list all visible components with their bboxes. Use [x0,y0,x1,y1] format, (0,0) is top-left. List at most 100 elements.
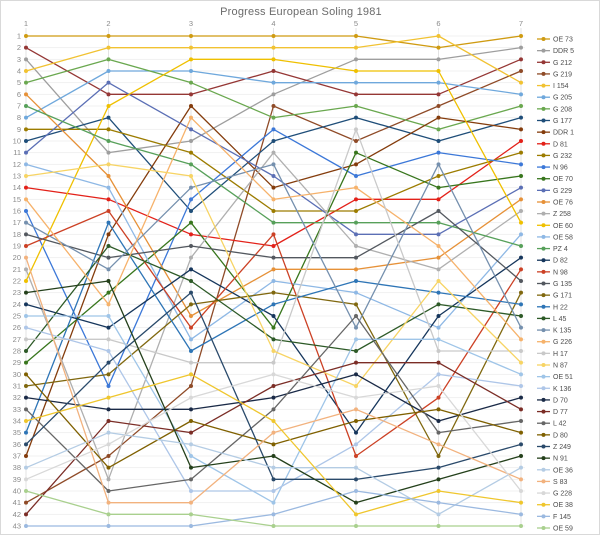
series-marker-OE-59 [106,512,111,517]
series-marker-I-154 [189,45,193,50]
series-marker-N-96 [106,384,111,388]
series-marker-OE-36 [354,465,358,470]
legend-swatch-marker [541,491,546,496]
series-marker-G-212 [24,45,28,50]
series-marker-N-96 [436,150,441,155]
legend-swatch-marker [541,316,546,321]
series-marker-F-145 [436,500,441,505]
series-marker-G-219 [519,69,523,73]
series-marker-D-82 [271,314,276,318]
series-marker-OE-38 [519,500,523,505]
y-tick-label: 3 [17,55,21,64]
legend-label: N 98 [553,269,568,276]
series-marker-G-226 [24,197,28,202]
legend-label: D 70 [553,397,568,404]
legend-swatch-marker [541,223,546,228]
y-tick-label: 6 [17,90,21,99]
legend-label: G 232 [553,153,572,160]
series-marker-OE-58 [354,290,358,295]
legend-item: G 228 [537,491,572,498]
series-marker-OE-51 [106,314,111,318]
legend-label: F 145 [553,514,571,521]
series-marker-G-219 [24,500,28,505]
series-marker-K-136 [189,489,193,493]
legend-item: D 81 [537,141,568,148]
series-marker-G-232 [106,127,111,132]
legend-item: G 232 [537,153,572,160]
series-marker-F-145 [189,524,193,528]
series-marker-G-219 [271,104,276,108]
y-tick-label: 25 [13,312,21,321]
series-marker-DDR-1 [519,127,523,132]
series-marker-OE-59 [519,524,523,528]
series-marker-DDR-1 [106,232,111,237]
legend-swatch-marker [541,351,546,356]
series-marker-G-208 [24,80,28,85]
series-marker-D-80 [24,372,28,377]
series-marker-G-177 [24,139,28,143]
series-marker-H-17 [24,337,28,342]
series-marker-F-145 [24,524,28,528]
series-marker-D-70 [106,407,111,412]
legend-label: PZ 4 [553,246,568,253]
series-marker-K-136 [24,325,28,330]
series-marker-OE-36 [189,442,193,447]
legend-swatch-marker [541,258,546,263]
series-marker-Z-249 [189,290,193,295]
series-marker-Z-258 [106,477,111,482]
legend-label: K 135 [553,328,571,335]
legend-swatch-marker [541,409,546,414]
legend-label: Z 258 [553,211,571,218]
series-marker-N-98 [354,454,358,458]
legend-swatch-marker [541,386,546,391]
legend-label: OE 38 [553,502,573,509]
series-marker-L-42 [354,314,358,318]
series-marker-PZ-4 [436,220,441,225]
series-marker-OE-36 [436,512,441,517]
series-marker-G-228 [354,395,358,400]
series-marker-I-154 [519,80,523,85]
y-tick-label: 14 [13,183,21,192]
series-marker-DDR-1 [436,115,441,120]
series-marker-G-226 [354,185,358,190]
series-marker-G-228 [189,395,193,400]
series-marker-H-17 [354,127,358,132]
series-marker-OE-76 [519,197,523,202]
series-marker-DDR-1 [189,104,193,108]
series-marker-L-42 [189,477,193,482]
series-marker-OE-58 [271,279,276,283]
legend-label: D 81 [553,141,568,148]
y-tick-label: 26 [13,323,21,332]
series-marker-OE-73 [354,34,358,38]
y-tick-label: 42 [13,510,21,519]
y-tick-label: 40 [13,487,21,496]
legend-swatch-marker [541,363,546,367]
series-marker-G-205 [436,80,441,85]
series-marker-Z-258 [354,244,358,248]
series-marker-K-135 [189,185,193,190]
series-marker-N-87 [271,349,276,353]
y-tick-label: 13 [13,172,21,181]
series-marker-N-98 [271,232,276,237]
series-marker-D-81 [106,197,111,202]
legend-item: OE 60 [537,223,573,230]
series-marker-G-135 [354,255,358,260]
series-marker-G-226 [519,337,523,342]
legend-item: L 42 [537,421,566,428]
legend-swatch-marker [541,188,546,193]
series-marker-OE-76 [189,314,193,318]
x-tick-label: 7 [519,19,523,28]
series-marker-OE-51 [354,337,358,342]
series-marker-H-22 [106,220,111,225]
series-marker-G-232 [519,150,523,155]
series-marker-K-136 [354,442,358,447]
series-marker-G-205 [106,69,111,73]
legend-swatch-marker [541,421,546,426]
series-marker-G-228 [106,442,111,447]
y-tick-label: 30 [13,370,21,379]
series-marker-L-45 [189,279,193,283]
series-marker-OE-36 [106,430,111,435]
legend-label: I 154 [553,83,569,90]
series-marker-OE-73 [189,34,193,38]
series-marker-G-171 [519,290,523,295]
